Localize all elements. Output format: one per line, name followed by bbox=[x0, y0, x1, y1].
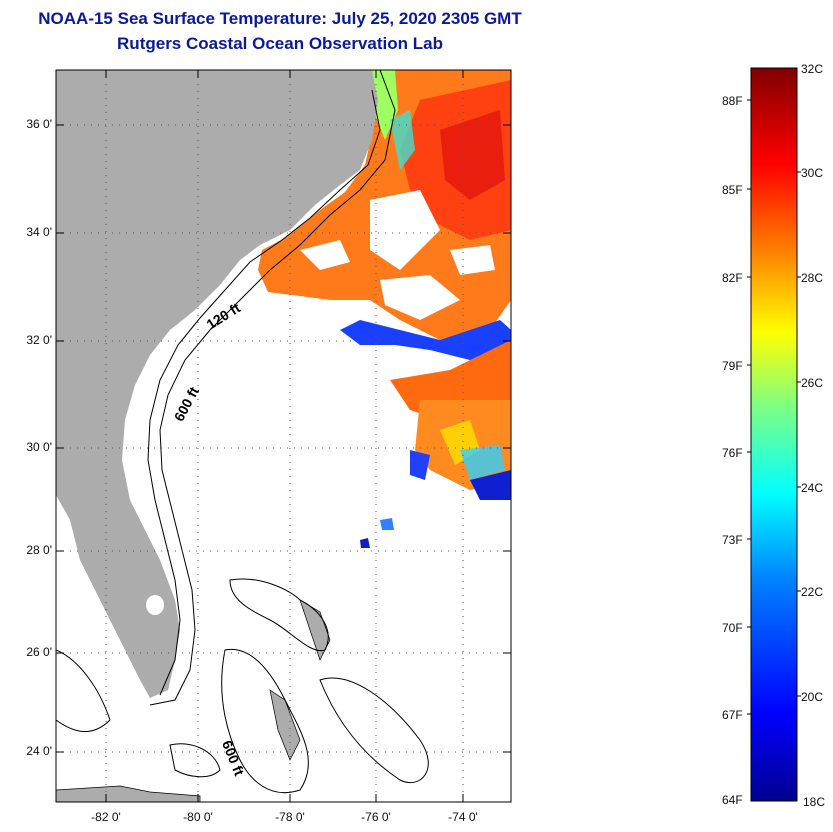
colorbar-f-label: 82F bbox=[722, 271, 743, 285]
colorbar-f-label: 79F bbox=[722, 359, 743, 373]
colorbar-c-label: 18C bbox=[803, 795, 826, 809]
colorbar-f-label: 73F bbox=[722, 533, 743, 547]
colorbar-c-label: 26C bbox=[801, 376, 824, 390]
map-subtitle: Rutgers Coastal Ocean Observation Lab bbox=[117, 34, 443, 53]
colorbar-f-label: 64F bbox=[722, 793, 743, 807]
colorbar-scale bbox=[750, 67, 798, 802]
lon-label: -76 0' bbox=[361, 810, 391, 824]
colorbar-c-label: 22C bbox=[801, 585, 824, 599]
map-title: NOAA-15 Sea Surface Temperature: July 25… bbox=[38, 9, 522, 28]
bathymetry-contours bbox=[56, 70, 429, 794]
lon-label: -82 0' bbox=[91, 810, 121, 824]
colorbar-c-label: 20C bbox=[801, 690, 824, 704]
sst-data bbox=[258, 70, 511, 548]
lat-label: 24 0' bbox=[26, 744, 52, 758]
lat-label: 28 0' bbox=[26, 543, 52, 557]
colorbar-f-label: 70F bbox=[722, 621, 743, 635]
map-ticks bbox=[56, 70, 511, 802]
map-grid bbox=[56, 70, 511, 802]
lat-label: 36 0' bbox=[26, 117, 52, 131]
colorbar-c-label: 32C bbox=[801, 62, 824, 76]
bahamas-islands bbox=[56, 599, 331, 802]
colorbar-ticks bbox=[747, 99, 801, 715]
colorbar-c-label: 30C bbox=[801, 166, 824, 180]
colorbar-f-label: 76F bbox=[722, 446, 743, 460]
lat-label: 26 0' bbox=[26, 645, 52, 659]
colorbar-c-label: 24C bbox=[801, 481, 824, 495]
lat-label: 30 0' bbox=[26, 440, 52, 454]
map-frame bbox=[55, 69, 512, 803]
lon-label: -74 0' bbox=[448, 810, 478, 824]
colorbar-c-label: 28C bbox=[801, 271, 824, 285]
lat-label: 34 0' bbox=[26, 225, 52, 239]
lat-label: 32 0' bbox=[26, 333, 52, 347]
colorbar-f-label: 88F bbox=[722, 94, 743, 108]
lon-label: -80 0' bbox=[183, 810, 213, 824]
lon-label: -78 0' bbox=[275, 810, 305, 824]
colorbar-f-label: 67F bbox=[722, 708, 743, 722]
colorbar-f-label: 85F bbox=[722, 183, 743, 197]
us-coast-land bbox=[56, 70, 378, 698]
